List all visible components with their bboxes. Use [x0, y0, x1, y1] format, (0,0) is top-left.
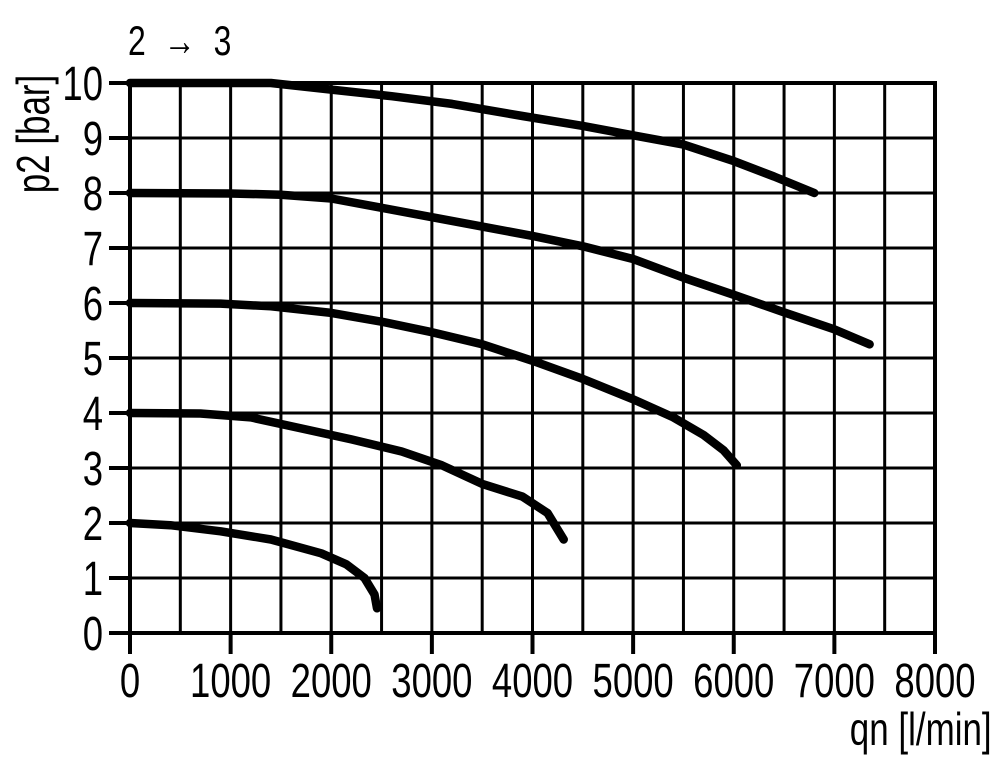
x-tick-label: 0 — [120, 654, 140, 708]
series-curve-4-bar — [125, 408, 568, 544]
y-axis-label: p2 [bar] — [6, 54, 59, 214]
series-curve-2-bar — [125, 518, 382, 613]
y-axis-label-text: p2 [bar] — [7, 74, 59, 194]
y-tick-label: 2 — [83, 497, 103, 551]
x-tick-label: 6000 — [693, 654, 774, 708]
x-tick-label: 7000 — [794, 654, 875, 708]
series-curve-6-bar — [125, 298, 742, 470]
x-tick-label: 2000 — [291, 654, 372, 708]
x-axis-label: qn [l/min] — [692, 702, 992, 756]
y-tick-label: 4 — [83, 387, 103, 441]
y-tick-label: 10 — [62, 57, 103, 111]
y-tick-label: 6 — [83, 277, 103, 331]
x-tick-label: 1000 — [190, 654, 271, 708]
chart-title-text: 2 → 3 — [128, 17, 236, 64]
y-tick-label: 3 — [83, 442, 103, 496]
series-curve-8-bar — [125, 188, 874, 349]
x-tick-label: 4000 — [492, 654, 573, 708]
chart-title: 2 → 3 — [128, 17, 270, 65]
x-tick-label: 5000 — [593, 654, 674, 708]
y-tick-label: 5 — [83, 332, 103, 386]
y-tick-label: 0 — [83, 607, 103, 661]
y-tick-label: 1 — [83, 552, 103, 606]
x-tick-label: 3000 — [391, 654, 472, 708]
y-tick-label: 7 — [83, 222, 103, 276]
x-tick-label: 8000 — [894, 654, 975, 708]
x-axis-label-text: qn [l/min] — [850, 703, 992, 755]
y-tick-label: 8 — [83, 167, 103, 221]
series-curve-10-bar — [125, 78, 819, 198]
y-tick-label: 9 — [83, 112, 103, 166]
